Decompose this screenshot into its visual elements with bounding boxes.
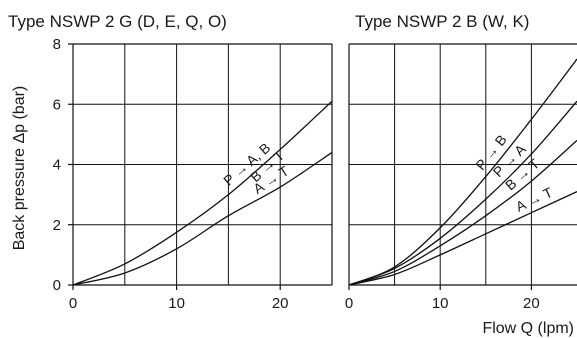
y-axis-label: Back pressure Δp (bar) [11,86,28,251]
chart-panel-right: Type NSWP 2 B (W, K) 0 10 20P → BP → AB → … [345,12,577,312]
x-tick-label-1-2: 20 [523,295,540,312]
series-line-0-0 [72,100,333,286]
chart-title-right: Type NSWP 2 B (W, K) [355,12,529,31]
series-line-1-0 [348,58,577,286]
series-line-1-3 [348,191,577,286]
y-tick-label-0-3: 6 [53,96,61,113]
x-tick-label-0-1: 10 [168,295,185,312]
x-tick-label-0-2: 20 [272,295,289,312]
x-tick-label-1-0: 0 [345,295,353,312]
series-line-1-2 [348,139,577,286]
y-tick-label-0-0: 0 [53,277,61,294]
chart-title-left: Type NSWP 2 G (D, E, Q, O) [8,12,227,31]
series-line-1-1 [348,100,577,286]
y-tick-label-0-2: 4 [53,157,61,174]
x-tick-label-1-1: 10 [432,295,449,312]
y-tick-label-0-1: 2 [53,217,61,234]
x-axis-label: Flow Q (lpm) [482,320,574,337]
series-label-1-3-0: A → T [513,184,555,215]
x-tick-label-0-0: 0 [69,295,77,312]
series-line-0-1 [72,151,333,286]
y-tick-label-0-4: 8 [53,36,61,53]
